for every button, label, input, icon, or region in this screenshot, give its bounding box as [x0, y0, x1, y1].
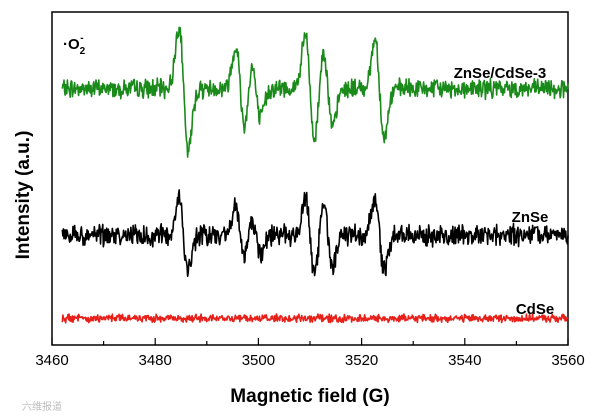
superoxide-annotation: ·O2 - [63, 33, 86, 57]
series-layer [61, 26, 569, 324]
series-labels: ZnSe/CdSe-3 ZnSe CdSe [454, 65, 554, 318]
x-axis-ticks: 3460 3480 3500 3520 3540 3560 [35, 338, 585, 369]
x-tick-label: 3560 [551, 352, 584, 369]
x-tick-label: 3500 [242, 352, 275, 369]
series-line-znse-cdse-3 [61, 26, 569, 158]
annotation-main: ·O [63, 36, 80, 53]
series-label-znse-cdse-3: ZnSe/CdSe-3 [454, 65, 547, 82]
annotation-superscript: - [80, 33, 83, 44]
watermark: 六维报道 [22, 400, 62, 413]
series-label-znse: ZnSe [512, 209, 549, 226]
series-label-cdse: CdSe [516, 301, 554, 318]
plot-border [51, 11, 569, 346]
series-line-cdse [61, 313, 569, 324]
y-axis-title: Intensity (a.u.) [13, 131, 34, 260]
x-tick-label: 3520 [345, 352, 378, 369]
plot-frame [51, 11, 569, 346]
x-tick-label: 3460 [35, 352, 68, 369]
annotation-subscript: 2 [80, 46, 86, 57]
x-tick-label: 3480 [139, 352, 172, 369]
x-tick-label: 3540 [448, 352, 481, 369]
x-axis-title: Magnetic field (G) [230, 386, 389, 407]
series-line-znse [61, 189, 569, 278]
